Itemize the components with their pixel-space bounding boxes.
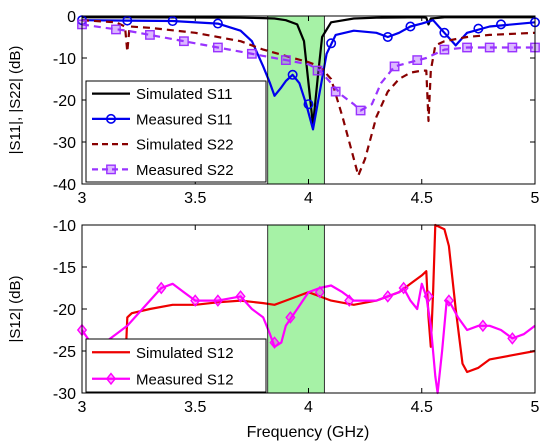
data-point-measured-s22 — [145, 30, 155, 40]
legend-box — [85, 80, 267, 183]
series-line-measured-s22 — [81, 23, 535, 112]
data-point-measured-s22 — [111, 24, 121, 35]
y-tick-label: -40 — [53, 177, 76, 194]
legend: Simulated S11 Measured S11 Simulated S22 Me… — [85, 80, 267, 183]
y-tick-label: -10 — [53, 218, 76, 235]
data-point-measured-s22 — [355, 105, 366, 116]
y-tick-label: -30 — [53, 386, 76, 403]
x-axis-label: Frequency (GHz) — [247, 424, 370, 441]
data-point-measured-s12 — [398, 281, 409, 295]
y-tick-label: -20 — [53, 302, 76, 319]
y-tick-label: -30 — [53, 135, 76, 152]
series-line-simulated-s22 — [81, 19, 536, 177]
data-point-measured-s22 — [312, 65, 323, 76]
data-point-measured-s22 — [507, 42, 518, 53]
y-tick-label: -25 — [53, 344, 76, 361]
y-tick-label: 0 — [67, 9, 76, 26]
x-tick-label: 5 — [531, 190, 540, 207]
legend-marker-measured-s12 — [105, 372, 117, 386]
data-point-measured-s12 — [443, 294, 455, 307]
x-tick-label: 3 — [78, 190, 87, 207]
panel-s11-s22: 3 3.5 4 4.5 5 0 -10 -20 -30 -40 |S11|, |S22| (dB)… — [7, 9, 540, 207]
data-point-measured-s12 — [269, 336, 280, 349]
data-point-measured-s12 — [190, 294, 201, 307]
data-point-measured-s22 — [246, 48, 257, 59]
data-point-measured-s11 — [473, 23, 484, 34]
data-point-measured-s11 — [496, 19, 507, 30]
data-point-measured-s22 — [412, 55, 423, 66]
data-point-measured-s11 — [167, 16, 178, 27]
legend-label: Simulated S22 — [136, 137, 234, 154]
x-tick-label: 3.5 — [184, 190, 206, 207]
x-tick-label: 4.5 — [411, 399, 433, 416]
legend-label: Measured S12 — [136, 371, 234, 388]
data-point-measured-s22 — [280, 55, 291, 66]
legend-label: Measured S11 — [136, 111, 232, 128]
data-point-measured-s11 — [405, 21, 416, 32]
data-point-measured-s22 — [179, 36, 189, 47]
data-point-measured-s12 — [507, 332, 518, 345]
data-point-measured-s22 — [330, 86, 341, 97]
data-point-measured-s12 — [477, 319, 489, 333]
legend-label: Simulated S11 — [136, 86, 232, 103]
data-point-measured-s22 — [389, 61, 400, 72]
data-point-measured-s22 — [439, 44, 450, 55]
legend: Simulated S12 Measured S12 — [85, 338, 267, 393]
data-point-measured-s12 — [423, 290, 434, 303]
data-point-measured-s22 — [484, 42, 495, 53]
data-point-measured-s22 — [212, 42, 223, 53]
legend-label: Simulated S12 — [136, 345, 234, 362]
x-tick-label: 4 — [304, 399, 313, 416]
x-tick-label: 3 — [78, 399, 87, 416]
data-point-measured-s11 — [382, 31, 393, 42]
data-point-measured-s12 — [344, 294, 355, 307]
data-point-measured-s22 — [462, 42, 472, 53]
panel-s12: 3 3.5 4 4.5 5 -10 -15 -20 -25 -30 |S12| (dB) Freq… — [7, 218, 540, 441]
y-tick-label: -10 — [53, 51, 76, 68]
y-tick-label: -15 — [53, 260, 76, 277]
data-point-measured-s12 — [285, 311, 296, 324]
x-tick-label: 5 — [531, 399, 540, 416]
legend-label: Measured S22 — [136, 162, 234, 179]
data-point-measured-s11 — [287, 69, 298, 80]
data-point-measured-s11 — [439, 27, 450, 38]
y-tick-label: -20 — [53, 93, 76, 110]
legend-marker-measured-s11 — [106, 113, 117, 124]
data-point-measured-s12 — [235, 290, 246, 303]
data-point-measured-s12 — [156, 281, 167, 295]
data-point-measured-s11 — [326, 38, 337, 49]
x-tick-label: 4 — [304, 190, 313, 207]
data-point-measured-s11 — [212, 18, 223, 29]
x-tick-label: 3.5 — [184, 399, 206, 416]
data-point-measured-s12 — [212, 294, 223, 307]
y-axis-label: |S11|, |S22| (dB) — [7, 46, 24, 155]
data-point-measured-s11 — [303, 99, 314, 110]
y-axis-label: |S12| (dB) — [7, 276, 24, 343]
data-point-measured-s12 — [314, 285, 325, 299]
series-line-measured-s11 — [81, 19, 536, 131]
data-point-measured-s12 — [382, 290, 393, 303]
legend-marker-measured-s22 — [106, 164, 116, 175]
legend-box — [85, 338, 267, 393]
x-tick-label: 4.5 — [411, 190, 433, 207]
